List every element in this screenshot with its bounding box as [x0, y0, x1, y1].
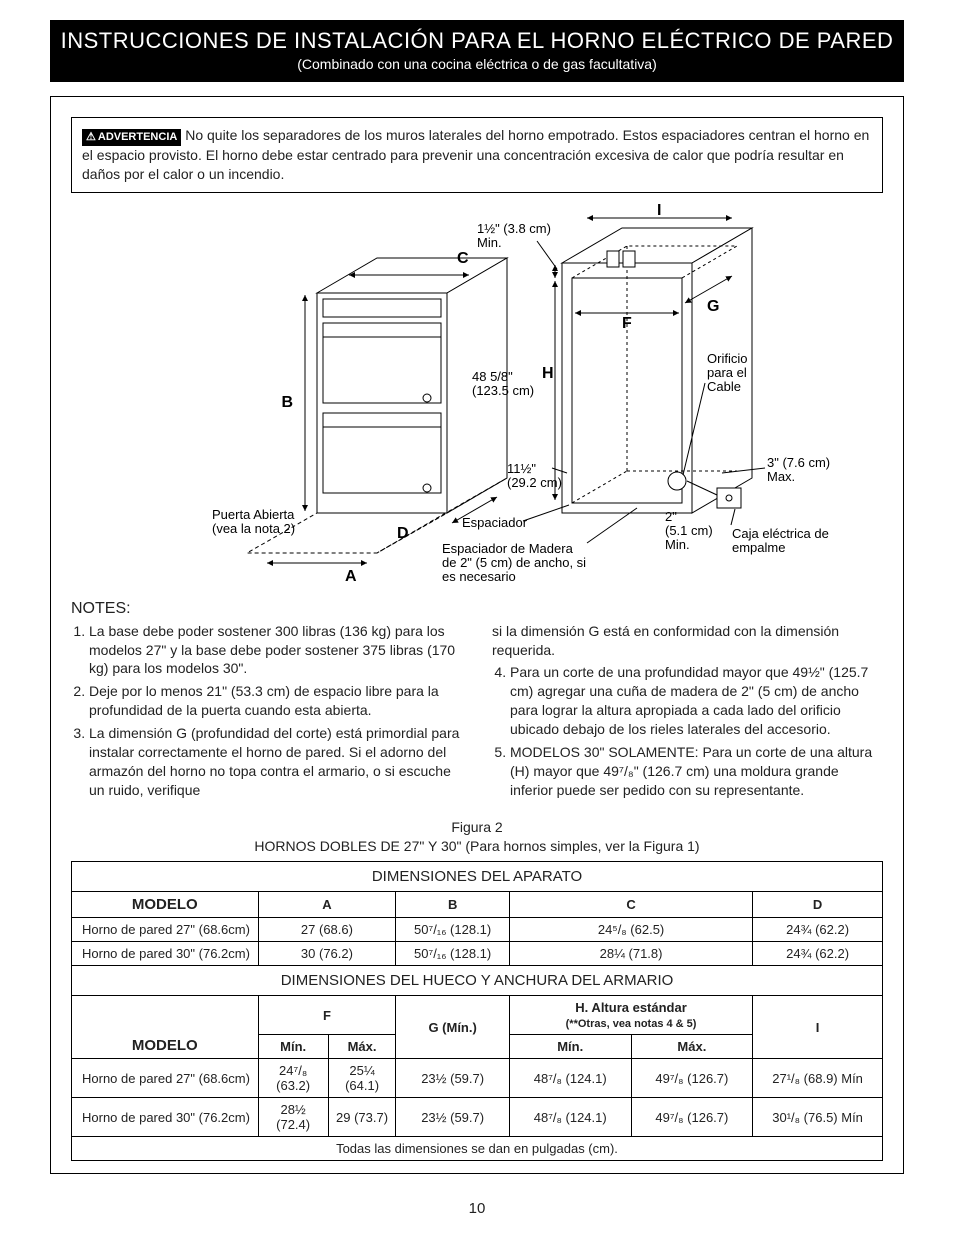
table-h-D: D: [753, 892, 883, 918]
notes-col-right: si la dimensión G está en conformidad co…: [492, 622, 883, 804]
table-h-G: G (Mín.): [396, 996, 510, 1059]
table-h-Fmin: Mín.: [258, 1035, 328, 1059]
warning-tag: ADVERTENCIA: [82, 129, 181, 146]
label-H: H: [542, 365, 554, 382]
table-h-Hmin: Mín.: [509, 1035, 631, 1059]
note-5: MODELOS 30" SOLAMENTE: Para un corte de …: [510, 743, 883, 800]
table-row: Horno de pared 27" (68.6cm) 27 (68.6) 50…: [72, 918, 883, 942]
table-h-Fmax: Máx.: [328, 1035, 396, 1059]
page-number: 10: [50, 1200, 904, 1217]
table-h-A: A: [258, 892, 396, 918]
warning-box: ADVERTENCIA No quite los separadores de …: [71, 117, 883, 193]
label-C: C: [457, 250, 469, 267]
header: INSTRUCCIONES DE INSTALACIÓN PARA EL HOR…: [50, 20, 904, 82]
table-row: Horno de pared 27" (68.6cm) 24⁷/₈ (63.2)…: [72, 1059, 883, 1098]
label-top-clear: 1½" (3.8 cm) Min.: [477, 221, 555, 250]
label-F: F: [622, 315, 632, 332]
label-espaciador-madera: Espaciador de Madera de 2" (5 cm) de anc…: [442, 541, 590, 584]
label-D: D: [397, 525, 409, 542]
label-mid-h: 48 5/8" (123.5 cm): [472, 369, 534, 398]
table-row: Horno de pared 30" (76.2cm) 30 (76.2) 50…: [72, 942, 883, 966]
table-h-H: H. Altura estándar (**Otras, vea notas 4…: [509, 996, 752, 1035]
note-3: La dimensión G (profundidad del corte) e…: [89, 724, 462, 800]
note-1: La base debe poder sostener 300 libras (…: [89, 622, 462, 679]
label-right-min: 2" (5.1 cm) Min.: [665, 509, 716, 552]
note-2: Deje por lo menos 21" (53.3 cm) de espac…: [89, 682, 462, 720]
content-box: ADVERTENCIA No quite los separadores de …: [50, 96, 904, 1174]
table-section2: DIMENSIONES DEL HUECO Y ANCHURA DEL ARMA…: [72, 966, 883, 996]
figure-caption: Figura 2 HORNOS DOBLES DE 27" Y 30" (Par…: [71, 818, 883, 856]
table-h-B: B: [396, 892, 510, 918]
label-right-max: 3" (7.6 cm) Max.: [767, 455, 834, 484]
label-door-open: Puerta Abierta (vea la nota 2): [212, 507, 298, 536]
figcap-line2: HORNOS DOBLES DE 27" Y 30" (Para hornos …: [71, 837, 883, 856]
label-low-h: 11½" (29.2 cm): [507, 461, 562, 490]
table-section1: DIMENSIONES DEL APARATO: [72, 862, 883, 892]
note-3-cont: si la dimensión G está en conformidad co…: [492, 622, 883, 660]
label-B: B: [281, 394, 293, 411]
table-h-I: I: [753, 996, 883, 1059]
label-espaciador: Espaciador: [462, 515, 528, 530]
notes-col-left: La base debe poder sostener 300 libras (…: [71, 622, 462, 804]
label-G: G: [707, 298, 719, 315]
table-footnote: Todas las dimensiones se dan en pulgadas…: [72, 1137, 883, 1161]
table-row: Horno de pared 30" (76.2cm) 28½ (72.4) 2…: [72, 1098, 883, 1137]
label-I: I: [657, 203, 661, 219]
notes-section: NOTES: La base debe poder sostener 300 l…: [71, 600, 883, 804]
diagram: B C D A Puerta Abierta (vea la nota 2): [71, 203, 883, 598]
dimensions-table: DIMENSIONES DEL APARATO MODELO A B C D H…: [71, 861, 883, 966]
dimensions-table-2: DIMENSIONES DEL HUECO Y ANCHURA DEL ARMA…: [71, 966, 883, 1161]
table-footnote-row: Todas las dimensiones se dan en pulgadas…: [72, 1137, 883, 1161]
note-4: Para un corte de una profundidad mayor q…: [510, 663, 883, 739]
page: INSTRUCCIONES DE INSTALACIÓN PARA EL HOR…: [0, 0, 954, 1247]
table-h-F: F: [258, 996, 396, 1035]
table-h-Hmax: Máx.: [631, 1035, 753, 1059]
notes-heading: NOTES:: [71, 600, 883, 618]
warning-text: No quite los separadores de los muros la…: [82, 127, 869, 182]
table-h-C: C: [509, 892, 752, 918]
label-caja: Caja eléctrica de empalme: [732, 526, 832, 555]
oven-diagram-svg: B C D A Puerta Abierta (vea la nota 2): [117, 203, 837, 593]
label-A: A: [345, 568, 357, 585]
header-subtitle: (Combinado con una cocina eléctrica o de…: [60, 56, 894, 72]
table-h-modelo: MODELO: [72, 892, 259, 918]
header-title: INSTRUCCIONES DE INSTALACIÓN PARA EL HOR…: [60, 28, 894, 54]
table-h-modelo2: MODELO: [72, 996, 259, 1059]
figcap-line1: Figura 2: [71, 818, 883, 837]
